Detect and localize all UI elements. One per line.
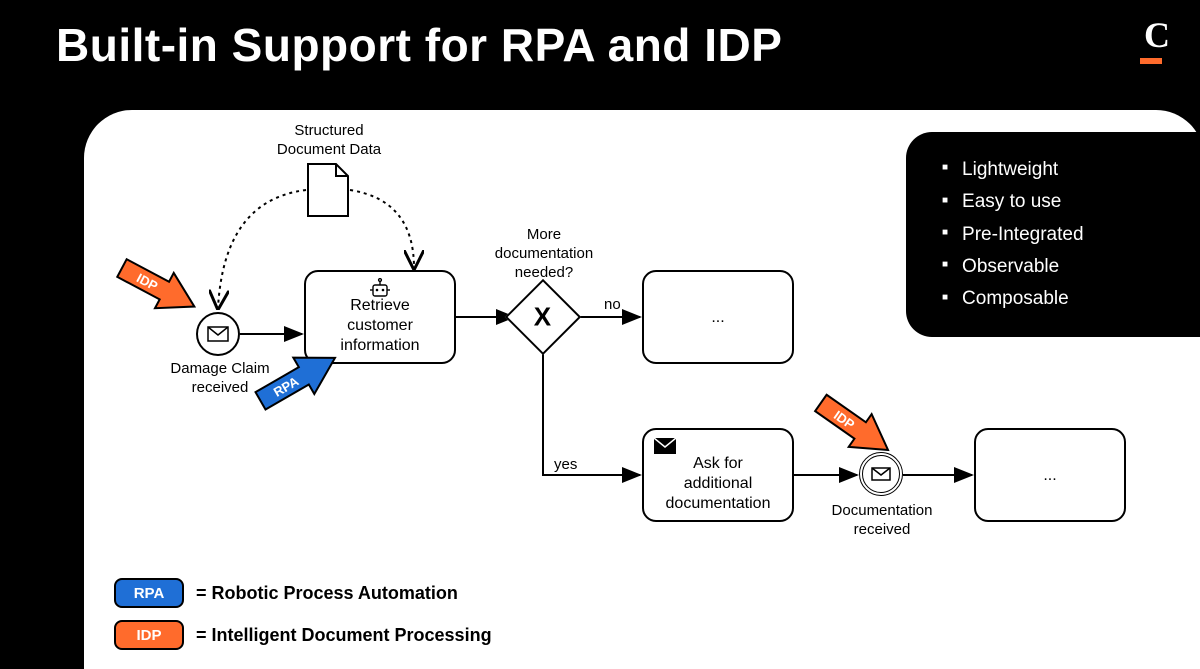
- gateway-label: More documentation needed?: [482, 226, 606, 282]
- legend-pill-rpa: RPA: [114, 578, 184, 608]
- label-text: More documentation needed?: [495, 226, 593, 281]
- envelope-icon: [207, 326, 229, 342]
- task-retrieve-label: Retrieve customer information: [316, 296, 444, 356]
- content-panel: Lightweight Easy to use Pre-Integrated O…: [84, 110, 1200, 669]
- legend-row-idp: IDP = Intelligent Document Processing: [114, 620, 492, 650]
- legend-pill-idp: IDP: [114, 620, 184, 650]
- label-text: Documentation received: [832, 502, 933, 538]
- label-text: Retrieve customer information: [340, 297, 419, 354]
- legend: RPA = Robotic Process Automation IDP = I…: [114, 566, 492, 650]
- legend-text-rpa: = Robotic Process Automation: [196, 583, 458, 604]
- task-placeholder-bottom-label: ...: [974, 466, 1126, 486]
- start-event: [196, 312, 240, 356]
- brand-logo-letter: C: [1144, 14, 1170, 56]
- task-ask-label: Ask for additional documentation: [654, 454, 782, 514]
- message-event-label: Documentation received: [822, 502, 942, 540]
- brand-logo-underline: [1140, 58, 1162, 64]
- edge-label-no: no: [604, 296, 621, 313]
- edge-label-yes: yes: [554, 456, 577, 473]
- legend-row-rpa: RPA = Robotic Process Automation: [114, 578, 492, 608]
- task-placeholder-top-label: ...: [642, 308, 794, 328]
- label-text: Ask for additional documentation: [666, 455, 771, 512]
- slide-title: Built-in Support for RPA and IDP: [56, 18, 782, 72]
- robot-icon: [369, 278, 391, 298]
- legend-text-idp: = Intelligent Document Processing: [196, 625, 492, 646]
- envelope-solid-icon: [654, 438, 676, 454]
